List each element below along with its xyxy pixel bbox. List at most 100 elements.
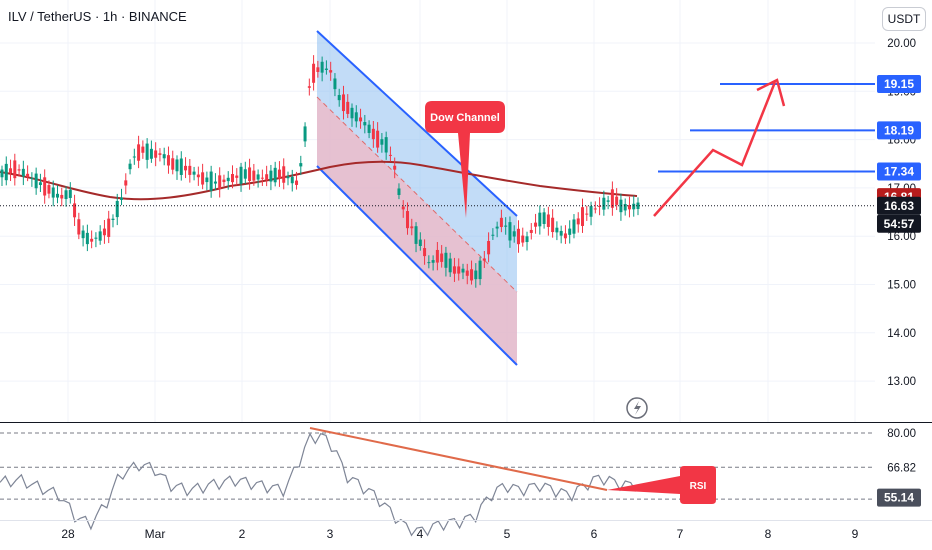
candle — [525, 231, 529, 251]
candle — [568, 220, 572, 244]
candle — [312, 55, 316, 91]
candle — [166, 146, 170, 174]
candle — [137, 135, 141, 169]
candlestick-series — [0, 55, 640, 288]
candle — [209, 165, 213, 198]
candle — [504, 217, 508, 235]
candle — [623, 198, 627, 216]
candle — [132, 148, 136, 165]
candle — [457, 258, 461, 281]
candle — [482, 250, 486, 268]
candle — [73, 194, 77, 226]
candle — [337, 88, 341, 107]
price-label-target-level: 17.34 — [877, 162, 921, 181]
candle — [179, 151, 183, 181]
candle — [26, 165, 30, 182]
candle — [350, 103, 354, 127]
candle — [43, 169, 47, 204]
candle — [324, 60, 328, 75]
projection-arrowhead — [756, 78, 786, 107]
candle — [397, 183, 401, 200]
candle — [38, 173, 42, 193]
candle — [13, 153, 17, 186]
time-label-4: 4 — [417, 527, 424, 541]
candle — [384, 131, 388, 160]
candle — [98, 225, 102, 245]
rsi-band-lines — [0, 432, 875, 500]
dow-channel-callout-shape — [425, 101, 505, 218]
candle — [94, 232, 98, 248]
candle — [563, 225, 567, 244]
lightning-icon[interactable] — [626, 397, 648, 419]
candle — [55, 185, 59, 204]
candle — [478, 256, 482, 286]
candle — [371, 121, 375, 148]
candle — [171, 150, 175, 175]
candle — [188, 159, 192, 183]
time-label-6: 6 — [591, 527, 598, 541]
candle — [175, 155, 179, 180]
candle — [124, 173, 128, 195]
candle — [440, 245, 444, 268]
dow-channel-label: Dow Channel — [430, 112, 500, 124]
rsi-current-value: 55.14 — [877, 488, 921, 507]
candle — [265, 165, 269, 187]
projection-arrow[interactable] — [653, 78, 786, 217]
candle — [111, 214, 115, 228]
candle — [619, 193, 623, 221]
candle — [128, 159, 132, 175]
time-axis[interactable]: 28 Mar 2 3 4 5 6 7 8 9 — [61, 527, 858, 541]
candle — [354, 105, 358, 128]
svg-text:18.19: 18.19 — [884, 123, 914, 137]
candle — [158, 148, 162, 162]
candle — [107, 210, 111, 244]
candle — [529, 223, 533, 240]
candle — [572, 214, 576, 239]
candle — [491, 228, 495, 240]
symbol-title[interactable]: ILV / TetherUS · 1h · BINANCE — [8, 9, 187, 24]
candle — [34, 167, 38, 195]
rsi-tick-label: 66.82 — [887, 462, 916, 474]
moving-average-line — [0, 160, 638, 201]
rsi-callout[interactable]: RSI — [607, 466, 716, 504]
candle — [9, 159, 13, 182]
candle — [192, 166, 196, 181]
candle — [307, 78, 311, 96]
time-label-5: 5 — [504, 527, 511, 541]
candle — [248, 158, 252, 190]
candle — [427, 255, 431, 269]
candle — [230, 165, 234, 189]
candle — [474, 263, 478, 288]
candle — [406, 202, 410, 235]
candle — [90, 230, 94, 249]
candle — [610, 181, 614, 216]
candle — [30, 172, 34, 187]
candle — [363, 114, 367, 134]
candle — [115, 193, 119, 226]
candle — [585, 205, 589, 221]
candle — [615, 188, 619, 211]
candle — [487, 232, 491, 263]
candle — [418, 232, 422, 251]
dow-channel-callout[interactable]: Dow Channel — [425, 101, 505, 218]
rsi-line — [0, 432, 637, 537]
currency-selector[interactable]: USDT — [882, 7, 926, 31]
candle — [499, 209, 503, 233]
candle — [367, 120, 371, 139]
candle — [444, 246, 448, 277]
candle — [636, 197, 640, 216]
candle — [286, 171, 290, 186]
rsi-divergence-trendline[interactable] — [309, 427, 608, 491]
candle — [546, 206, 550, 236]
candle — [593, 201, 597, 214]
time-label-7: 7 — [677, 527, 684, 541]
candle — [77, 212, 81, 240]
candle — [359, 108, 363, 129]
price-tick-label: 20.00 — [887, 38, 916, 50]
candle — [606, 195, 610, 210]
rsi-pane[interactable] — [0, 423, 875, 537]
projection-path — [653, 81, 777, 217]
